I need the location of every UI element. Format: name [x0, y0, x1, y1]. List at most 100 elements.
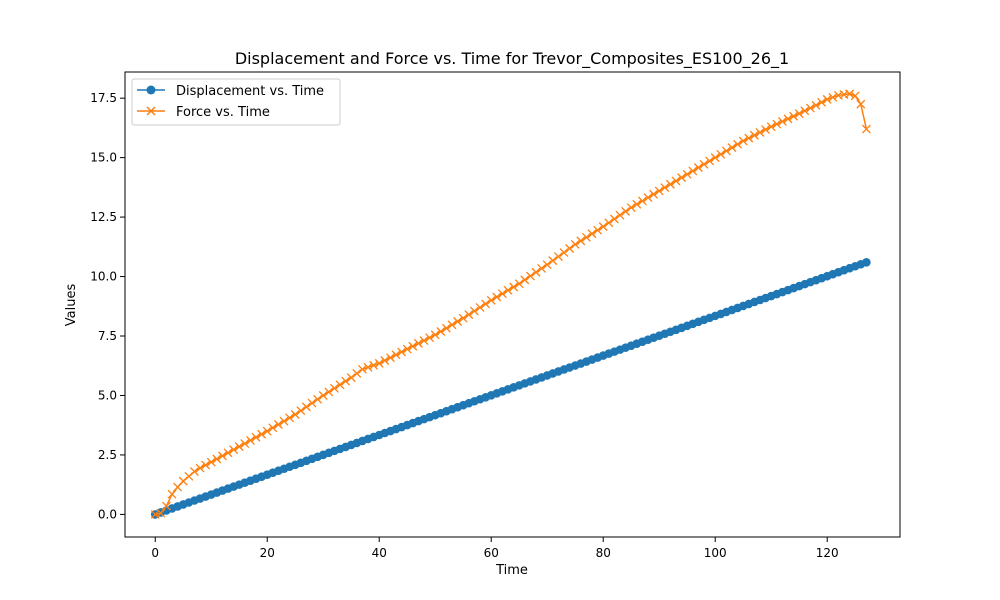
force-point — [766, 122, 776, 132]
force-point — [553, 252, 563, 262]
force-point — [352, 369, 362, 378]
force-point — [391, 350, 401, 360]
force-point — [699, 159, 709, 169]
force-point — [609, 214, 619, 224]
force-point — [637, 196, 647, 206]
force-point — [481, 299, 491, 309]
force-point — [206, 457, 216, 467]
force-point — [486, 295, 496, 305]
force-point — [195, 463, 205, 473]
force-point — [290, 410, 300, 419]
force-point — [324, 387, 334, 397]
force-point — [777, 117, 787, 126]
force-point — [212, 454, 222, 464]
force-point — [755, 127, 765, 137]
force-point — [469, 306, 479, 316]
force-point — [475, 303, 485, 312]
force-point — [229, 445, 239, 455]
force-point — [850, 91, 860, 101]
force-point — [262, 426, 272, 436]
force-point — [363, 362, 373, 372]
force-point — [257, 429, 267, 439]
force-point — [548, 256, 558, 266]
force-point — [380, 356, 390, 365]
force-point — [156, 508, 166, 518]
force-point — [509, 282, 519, 292]
force-point — [167, 489, 177, 499]
force-point — [335, 380, 345, 390]
force-point — [733, 139, 743, 149]
force-point — [581, 232, 591, 242]
force-point — [593, 225, 603, 235]
force-point — [682, 169, 692, 179]
force-point — [565, 244, 575, 253]
force-point — [189, 467, 199, 477]
force-point — [329, 383, 339, 393]
force-point — [273, 420, 283, 429]
force-point — [279, 416, 289, 426]
force-point — [453, 317, 463, 326]
force-point — [537, 264, 547, 273]
force-point — [727, 143, 737, 153]
x-tick-label: 100 — [704, 546, 727, 560]
force-point — [604, 218, 614, 228]
force-point — [357, 364, 367, 374]
force-point — [464, 310, 474, 320]
force-point — [721, 146, 731, 156]
force-point — [789, 111, 799, 121]
force-point — [425, 333, 435, 343]
force-point — [716, 149, 726, 159]
force-point — [705, 156, 715, 166]
force-point — [828, 92, 838, 102]
force-point — [738, 136, 748, 146]
force-point — [794, 109, 804, 119]
x-tick-label: 20 — [260, 546, 275, 560]
force-point — [822, 94, 832, 104]
force-point — [688, 166, 698, 176]
x-tick-label: 120 — [816, 546, 839, 560]
x-tick-label: 80 — [596, 546, 611, 560]
legend-displacement-marker — [146, 85, 156, 95]
force-point — [385, 353, 395, 363]
force-point — [559, 248, 569, 257]
force-point — [285, 413, 295, 423]
y-tick-label: 2.5 — [98, 448, 117, 462]
force-point — [649, 189, 659, 199]
force-point — [570, 239, 580, 249]
force-point — [817, 97, 827, 107]
y-tick-label: 12.5 — [90, 210, 117, 224]
force-point — [369, 360, 379, 370]
force-point — [576, 236, 586, 246]
y-ticks: 0.0 2.5 5.0 7.5 10.0 12.5 15.0 17.5 — [90, 91, 125, 521]
force-point — [514, 279, 524, 289]
force-point — [503, 285, 513, 295]
force-point — [413, 338, 423, 348]
force-point — [245, 435, 255, 445]
force-point — [346, 373, 356, 383]
force-point — [223, 448, 233, 458]
force-point — [441, 323, 451, 333]
force-point — [374, 358, 384, 368]
legend-displacement-label: Displacement vs. Time — [176, 84, 324, 99]
force-point — [660, 183, 670, 193]
y-tick-label: 5.0 — [98, 388, 117, 402]
x-axis-label: Time — [495, 563, 528, 578]
force-point — [397, 347, 407, 357]
force-point — [436, 327, 446, 336]
force-point — [318, 391, 328, 400]
force-point — [492, 292, 502, 302]
force-point — [251, 432, 261, 442]
force-point — [665, 179, 675, 189]
force-point — [447, 320, 457, 330]
force-point — [749, 130, 759, 140]
force-point — [296, 406, 306, 416]
x-tick-label: 40 — [372, 546, 387, 560]
force-point — [542, 260, 552, 270]
force-point — [201, 460, 211, 470]
y-tick-label: 10.0 — [90, 270, 117, 284]
y-axis-label: Values — [64, 284, 79, 327]
legend-box — [131, 78, 341, 126]
force-point — [800, 106, 810, 116]
force-point — [783, 114, 793, 124]
